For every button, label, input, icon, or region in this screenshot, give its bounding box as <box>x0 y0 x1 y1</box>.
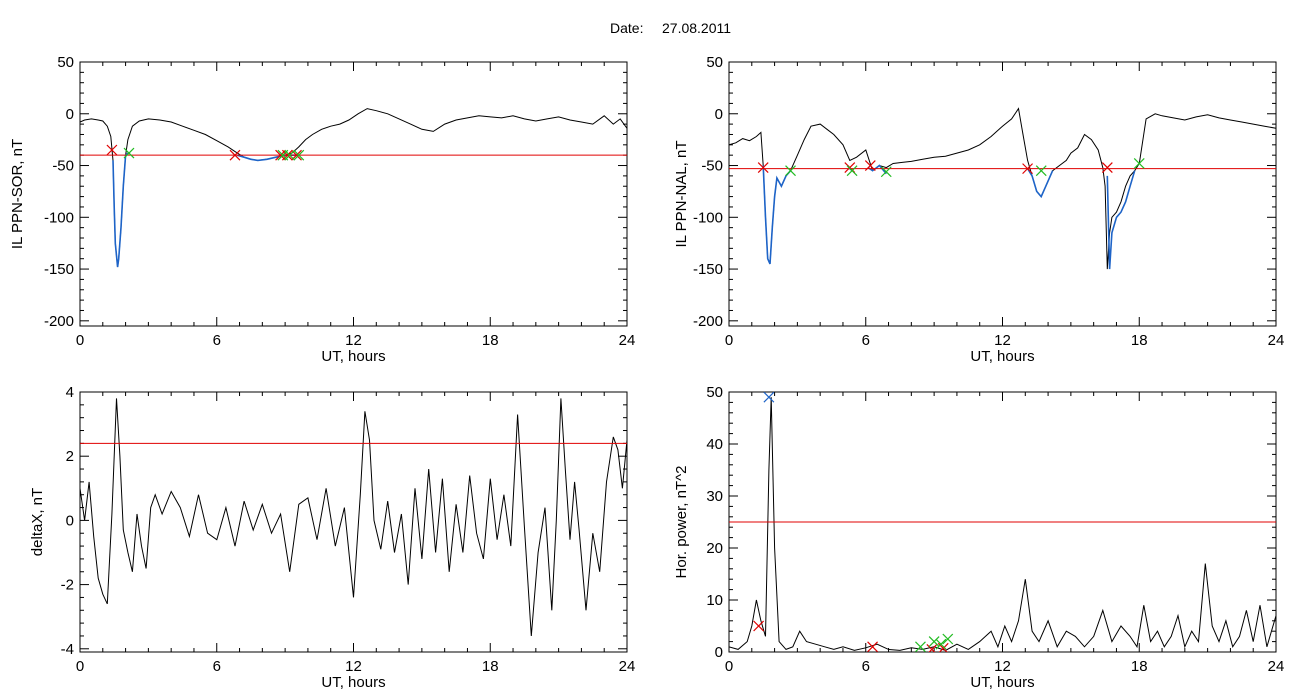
y-tick-label: 50 <box>706 384 723 401</box>
start-marker <box>753 620 765 632</box>
peak-marker <box>763 391 775 403</box>
y-tick-label: 50 <box>706 54 723 71</box>
y-tick-label: 10 <box>706 592 723 609</box>
x-axis-label: UT, hours <box>970 348 1034 365</box>
y-tick-label: 0 <box>66 512 74 529</box>
x-tick-label: 6 <box>862 658 870 675</box>
series-line <box>80 398 627 637</box>
y-tick-label: -200 <box>693 313 723 330</box>
event-segment <box>867 164 887 175</box>
end-marker <box>293 149 305 161</box>
x-tick-label: 12 <box>345 332 362 349</box>
start-marker <box>926 643 938 652</box>
start-marker <box>106 144 118 156</box>
y-tick-label: 40 <box>706 436 723 453</box>
date-value: 27.08.2011 <box>662 20 731 36</box>
y-tick-label: -4 <box>61 641 74 658</box>
event-segment <box>112 152 129 268</box>
event-segment <box>1106 170 1136 270</box>
y-tick-label: -200 <box>44 313 74 330</box>
end-marker <box>123 147 135 159</box>
plot-frame <box>728 61 1277 327</box>
end-marker <box>942 633 954 645</box>
x-tick-label: 12 <box>994 658 1011 675</box>
x-tick-label: 18 <box>1131 332 1148 349</box>
x-tick-label: 24 <box>619 658 636 675</box>
end-marker <box>915 641 926 652</box>
plot-frame <box>79 61 628 327</box>
start-marker <box>229 149 241 161</box>
x-axis-label: UT, hours <box>321 348 385 365</box>
y-tick-label: -100 <box>44 209 74 226</box>
y-tick-label: 2 <box>66 448 74 465</box>
x-tick-label: 0 <box>76 332 84 349</box>
start-marker <box>1022 163 1033 175</box>
x-tick-label: 6 <box>213 332 221 349</box>
x-tick-label: 24 <box>1268 332 1285 349</box>
y-tick-label: 30 <box>706 488 723 505</box>
series-line <box>729 397 1276 651</box>
y-tick-label: -2 <box>61 577 74 594</box>
start-marker <box>867 641 879 652</box>
end-marker <box>284 149 296 161</box>
date-label: Date: <box>610 20 643 36</box>
x-axis-label: UT, hours <box>321 674 385 691</box>
plot-area <box>80 108 627 268</box>
start-marker <box>281 149 293 161</box>
x-axis-label: UT, hours <box>970 674 1034 691</box>
end-marker <box>1133 158 1145 169</box>
y-axis-label: Hor. power, nT^2 <box>673 466 690 579</box>
y-tick-label: -50 <box>52 158 74 175</box>
start-marker <box>757 162 769 174</box>
y-tick-label: -150 <box>693 261 723 278</box>
y-tick-label: 20 <box>706 540 723 557</box>
y-axis-label: IL PPN-NAL, nT <box>673 141 690 248</box>
event-segment <box>762 165 792 265</box>
panel-il-ppn-nal: 0 6 12 18 24 UT, hours -200 -150 -100 -50 0 50 IL PP… <box>673 54 1284 365</box>
y-tick-label: -150 <box>44 261 74 278</box>
y-axis-label: deltaX, nT <box>29 488 46 556</box>
x-tick-label: 18 <box>1131 658 1148 675</box>
y-axis-label: IL PPN-SOR, nT <box>9 139 26 249</box>
plot-area <box>729 397 1276 652</box>
end-marker <box>1035 165 1047 177</box>
end-marker <box>928 636 940 648</box>
x-tick-label: 24 <box>1268 658 1285 675</box>
end-marker <box>880 166 892 178</box>
plot-area <box>729 107 1276 270</box>
y-tick-label: 4 <box>66 384 74 401</box>
end-marker <box>846 165 858 177</box>
x-tick-label: 0 <box>76 658 84 675</box>
y-tick-label: 0 <box>66 106 74 123</box>
x-tick-label: 12 <box>994 332 1011 349</box>
x-tick-label: 18 <box>482 658 499 675</box>
y-tick-label: 0 <box>715 644 723 661</box>
end-marker <box>785 165 796 177</box>
plot-frame <box>79 391 628 653</box>
y-tick-label: 0 <box>715 106 723 123</box>
x-tick-label: 0 <box>725 332 733 349</box>
panel-il-ppn-sor: 0 6 12 18 24 UT, hours -200 -150 -100 -50 0 50 IL PP… <box>9 54 635 365</box>
x-tick-label: 24 <box>619 332 636 349</box>
panel-hor-power: 0 6 12 18 24 UT, hours 0 10 20 30 40 50 Hor. power, … <box>673 384 1284 691</box>
y-tick-label: 50 <box>57 54 74 71</box>
x-tick-label: 6 <box>213 658 221 675</box>
y-tick-label: -100 <box>693 209 723 226</box>
start-marker <box>1101 162 1113 174</box>
y-tick-label: -50 <box>701 158 723 175</box>
series-line <box>80 108 627 268</box>
x-tick-label: 6 <box>862 332 870 349</box>
event-segment <box>1026 168 1054 199</box>
end-marker <box>935 638 947 650</box>
x-tick-label: 12 <box>345 658 362 675</box>
start-marker <box>864 160 876 171</box>
x-tick-label: 18 <box>482 332 499 349</box>
x-tick-label: 0 <box>725 658 733 675</box>
plot-area <box>80 398 627 637</box>
series-line <box>729 107 1276 270</box>
